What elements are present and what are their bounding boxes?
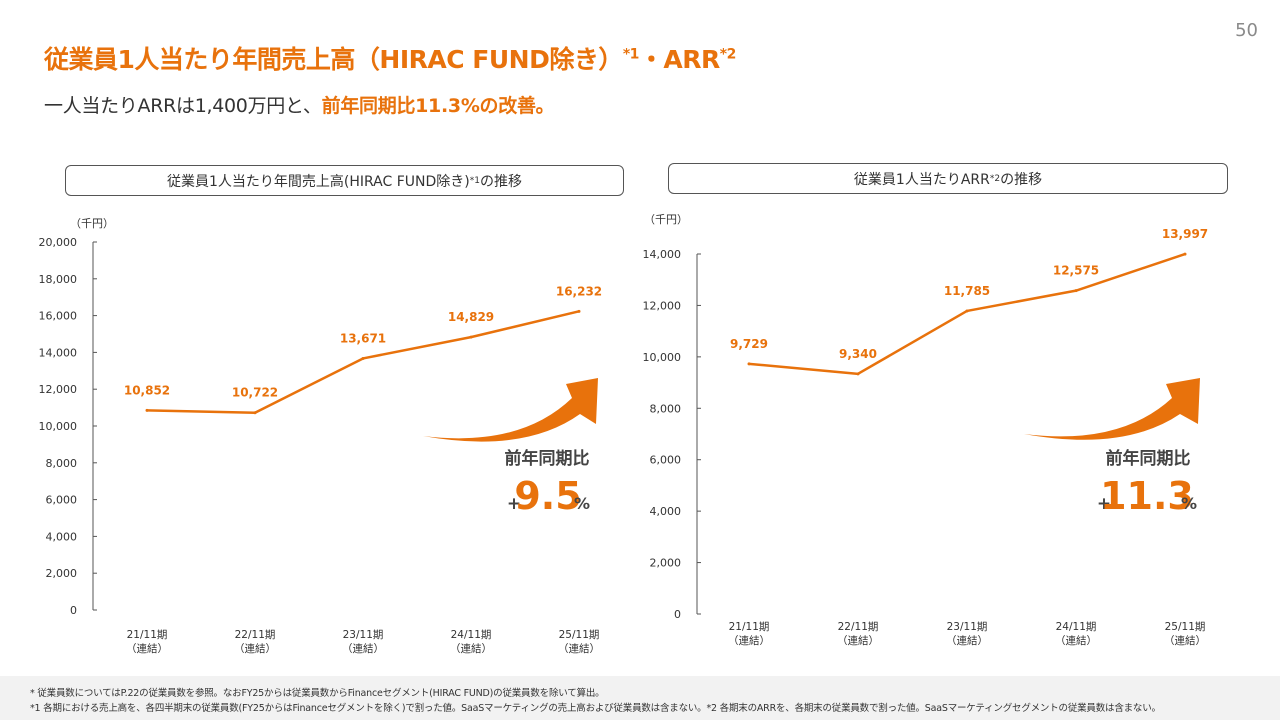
right-unit-label: （千円） (644, 213, 688, 226)
right-y-tick-label: 2,000 (650, 557, 682, 570)
right-data-point (965, 309, 969, 313)
right-growth-value: 11.3 (1100, 474, 1194, 518)
right-data-label: 9,340 (839, 347, 877, 361)
left-chart-header-sup: *1 (469, 175, 480, 186)
right-category-label: 23/11期 (947, 621, 988, 633)
right-growth-label: 前年同期比 (1106, 448, 1191, 469)
right-y-tick-label: 0 (674, 608, 681, 621)
left-y-tick-label: 0 (70, 604, 77, 617)
left-growth-sign: + (507, 494, 521, 514)
charts-canvas: （千円） 0 2,000 4,000 6,000 8,000 10,000 12,000 14,… (39, 213, 1209, 655)
left-y-tick-label: 4,000 (46, 530, 78, 543)
right-category-sub-label: （連結） (1164, 634, 1206, 647)
title-sep: ・ARR (638, 45, 720, 74)
right-growth-arrow-icon (1024, 378, 1200, 440)
right-y-tick-label: 14,000 (643, 248, 682, 261)
left-data-point (361, 356, 365, 360)
subtitle-pre: 一人当たりARRは1,400万円と、 (44, 95, 322, 117)
left-data-point (469, 335, 473, 339)
left-data-label: 10,852 (124, 383, 170, 397)
left-growth-label: 前年同期比 (505, 448, 590, 469)
left-y-tick-label: 12,000 (39, 383, 78, 396)
left-category-sub-label: （連結） (342, 642, 384, 655)
left-y-tick-label: 16,000 (39, 310, 78, 323)
page-title: 従業員1人当たり年間売上高（HIRAC FUND除き）*1・ARR*2 (44, 40, 736, 76)
left-category-sub-label: （連結） (450, 642, 492, 655)
left-chart-header-suffix: の推移 (480, 173, 522, 190)
right-category-sub-label: （連結） (1055, 634, 1097, 647)
left-category-sub-label: （連結） (234, 642, 276, 655)
right-category-label: 24/11期 (1056, 621, 1097, 633)
right-series-line (748, 252, 1186, 376)
footnote-2: *1 各期における売上高を、各四半期末の従業員数(FY25からはFinanceセ… (30, 703, 1161, 714)
left-category-label: 22/11期 (235, 629, 276, 641)
right-growth-sign: + (1097, 494, 1111, 514)
right-y-tick-label: 12,000 (643, 299, 682, 312)
right-y-tick-label: 8,000 (650, 402, 682, 415)
title-sup-2: *2 (719, 46, 737, 63)
left-y-tick-label: 2,000 (46, 567, 78, 580)
left-data-point (145, 408, 149, 412)
left-y-tick-label: 20,000 (39, 236, 78, 249)
right-chart-header-suffix: の推移 (1000, 171, 1043, 188)
right-data-point (747, 362, 751, 366)
left-growth-arrow-icon (423, 378, 598, 442)
left-series-line (146, 310, 580, 414)
page-subtitle: 一人当たりARRは1,400万円と、前年同期比11.3%の改善。 (44, 91, 555, 118)
title-main: 従業員1人当たり年間売上高（HIRAC FUND除き） (44, 45, 623, 74)
subtitle-highlight: 前年同期比11.3%の改善。 (321, 95, 555, 117)
footnotes-band (0, 676, 1280, 720)
left-data-label: 13,671 (340, 331, 386, 345)
left-chart-header: 従業員1人当たり年間売上高(HIRAC FUND除き) *1 の推移 (65, 165, 624, 196)
right-data-label: 9,729 (730, 337, 768, 351)
right-category-sub-label: （連結） (837, 634, 879, 647)
left-data-point (577, 309, 581, 313)
right-data-point (856, 372, 860, 376)
left-y-tick-label: 6,000 (46, 494, 78, 507)
right-data-point (1183, 252, 1187, 256)
right-data-label: 12,575 (1053, 264, 1099, 278)
left-data-label: 10,722 (232, 386, 278, 400)
right-data-label: 11,785 (944, 284, 990, 298)
right-category-sub-label: （連結） (728, 634, 770, 647)
left-category-label: 24/11期 (451, 629, 492, 641)
right-y-tick-label: 6,000 (650, 454, 682, 467)
right-category-label: 25/11期 (1165, 621, 1206, 633)
left-data-label: 16,232 (556, 284, 602, 298)
right-data-label: 13,997 (1162, 227, 1208, 241)
right-chart-header: 従業員1人当たりARR *2 の推移 (668, 163, 1228, 194)
left-category-label: 25/11期 (559, 629, 600, 641)
right-category-sub-label: （連結） (946, 634, 988, 647)
left-growth-value: 9.5 (514, 474, 581, 518)
footnote-1: * 従業員数についてはP.22の従業員数を参照。なおFY25からは従業員数からF… (30, 688, 605, 699)
right-growth-unit: % (1181, 494, 1197, 513)
left-category-sub-label: （連結） (126, 642, 168, 655)
title-sup-1: *1 (622, 46, 640, 63)
right-chart-header-sup: *2 (989, 173, 1001, 184)
left-y-tick-label: 14,000 (39, 346, 78, 359)
right-chart-header-text: 従業員1人当たりARR (853, 171, 990, 188)
right-y-tick-label: 4,000 (650, 505, 682, 518)
left-data-point (253, 411, 257, 415)
left-y-tick-label: 8,000 (46, 457, 78, 470)
right-category-label: 21/11期 (729, 621, 770, 633)
left-category-label: 23/11期 (343, 629, 384, 641)
right-y-tick-label: 10,000 (643, 351, 682, 364)
right-category-label: 22/11期 (838, 621, 879, 633)
left-y-tick-label: 10,000 (39, 420, 78, 433)
left-growth-unit: % (574, 494, 590, 513)
left-chart-header-text: 従業員1人当たり年間売上高(HIRAC FUND除き) (167, 173, 470, 190)
left-category-label: 21/11期 (127, 629, 168, 641)
left-unit-label: （千円） (70, 217, 114, 230)
right-data-point (1074, 289, 1078, 293)
left-data-label: 14,829 (448, 310, 494, 324)
left-y-tick-label: 18,000 (39, 273, 78, 286)
left-category-sub-label: （連結） (558, 642, 600, 655)
page-number: 50 (1235, 20, 1258, 41)
